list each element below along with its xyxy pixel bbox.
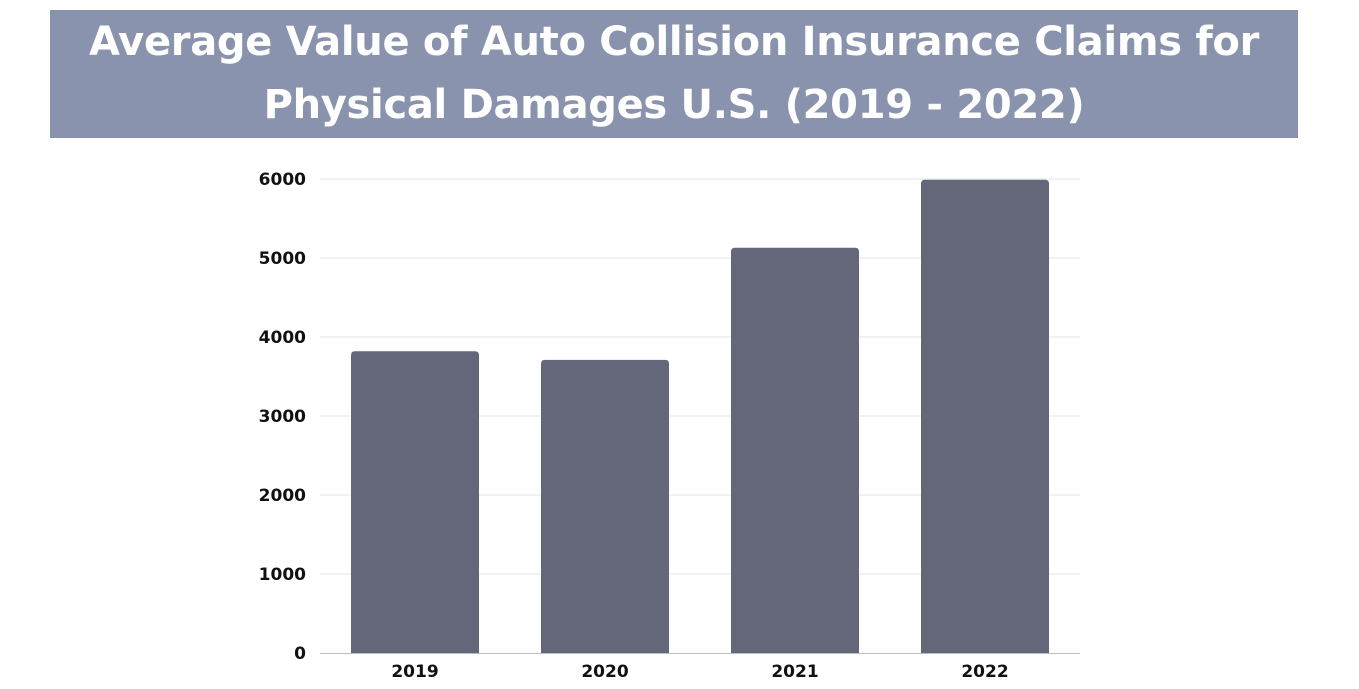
y-tick-label: 6000 [259, 170, 306, 190]
chart-title: Average Value of Auto Collision Insuranc… [88, 19, 1260, 128]
y-tick-label: 5000 [259, 249, 306, 269]
bar-2021 [731, 247, 859, 654]
x-axis-ticks: 2019 2020 2021 2022 [391, 662, 1008, 682]
title-banner: Average Value of Auto Collision Insuranc… [50, 10, 1298, 138]
y-tick-label: 4000 [259, 328, 306, 348]
x-tick-label: 2021 [771, 662, 818, 682]
y-tick-label: 1000 [259, 565, 306, 585]
y-axis-ticks: 0 1000 2000 3000 4000 5000 6000 [259, 170, 306, 664]
bar-2019 [351, 351, 479, 653]
y-tick-label: 0 [294, 644, 306, 664]
y-tick-label: 2000 [259, 486, 306, 506]
x-tick-label: 2022 [961, 662, 1008, 682]
bar-2020 [541, 359, 669, 653]
y-tick-label: 3000 [259, 407, 306, 427]
x-tick-label: 2020 [581, 662, 628, 682]
bar-2022 [921, 179, 1049, 654]
x-tick-label: 2019 [391, 662, 438, 682]
bars [351, 179, 1049, 654]
